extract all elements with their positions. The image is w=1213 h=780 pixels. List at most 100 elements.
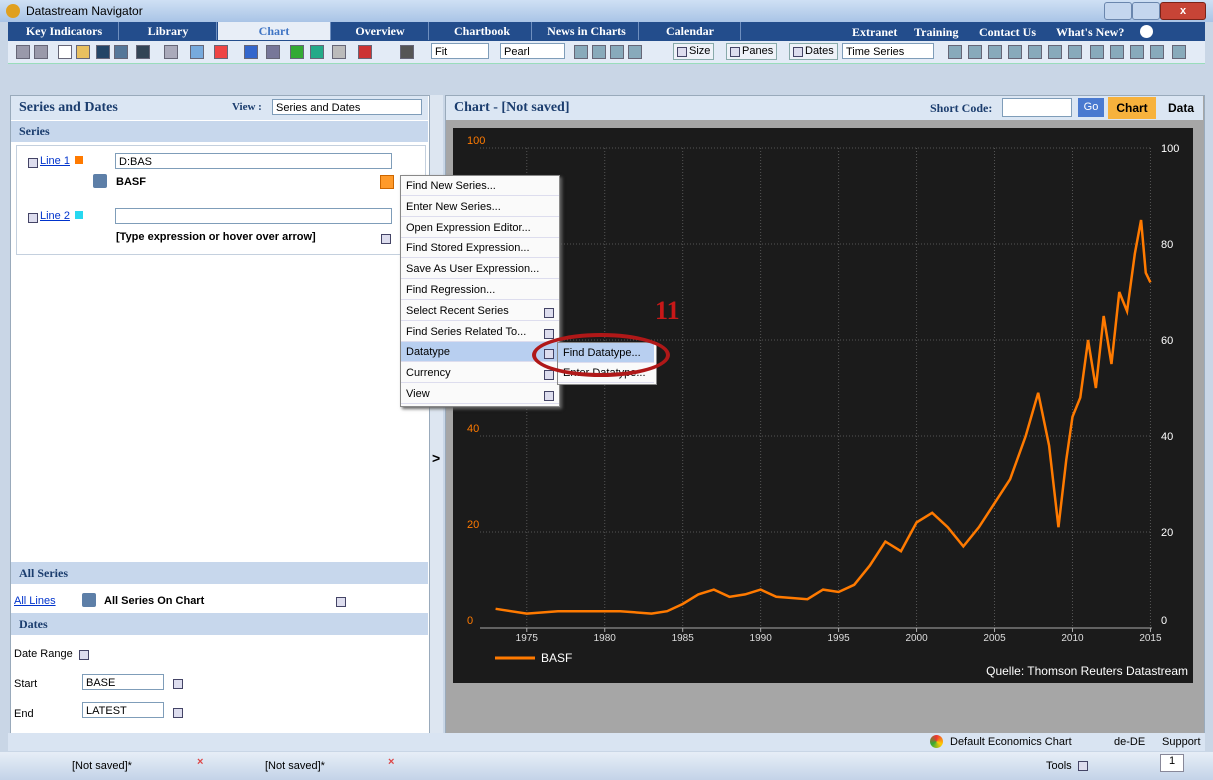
tab[interactable]: Calendar (640, 22, 741, 40)
minimize[interactable] (1104, 2, 1132, 20)
tab[interactable]: Chartbook (433, 22, 532, 40)
expression-input[interactable] (115, 208, 392, 224)
menu-item[interactable]: Find New Series... (401, 176, 559, 196)
toolbar-icon[interactable] (574, 45, 588, 59)
toolbar-icon[interactable] (628, 45, 642, 59)
end-input[interactable]: LATEST (82, 702, 164, 718)
close-tab[interactable]: × (388, 756, 395, 768)
menu-item[interactable]: Open Expression Editor... (401, 218, 559, 238)
toolbar-icon[interactable] (34, 45, 48, 59)
menu-arrow[interactable] (170, 705, 183, 718)
toolbar-icon[interactable] (968, 45, 982, 59)
toolbar-icon[interactable] (1150, 45, 1164, 59)
default-chart[interactable]: Default Economics Chart (950, 736, 1072, 748)
chart-type-dropdown[interactable]: Time Series (842, 43, 934, 59)
y2-tick-label: 60 (1161, 335, 1173, 347)
menu-arrow[interactable] (1075, 758, 1088, 771)
menu-item[interactable]: Find Regression... (401, 280, 559, 300)
page-number[interactable]: 1 (1160, 754, 1184, 772)
close-tab[interactable]: × (197, 756, 204, 768)
toolbar-icon[interactable] (76, 45, 90, 59)
toolbar-icon[interactable] (16, 45, 30, 59)
splitter-arrow[interactable]: > (432, 450, 441, 466)
menu-item[interactable]: View (401, 384, 559, 404)
link[interactable]: Training (914, 25, 959, 39)
menu-item[interactable]: Find Stored Expression... (401, 238, 559, 259)
data-tab[interactable]: Data (1167, 101, 1194, 115)
tab[interactable]: Overview (332, 22, 429, 40)
dates-button[interactable]: Dates (789, 43, 838, 60)
doc-tab[interactable]: [Not saved]* (265, 760, 325, 772)
tab[interactable]: News in Charts (535, 22, 639, 40)
close[interactable]: x (1160, 2, 1206, 20)
link[interactable]: Extranet (852, 25, 898, 39)
toolbar-icon[interactable] (266, 45, 280, 59)
toolbar-icon[interactable] (58, 45, 72, 59)
toolbar-icon[interactable] (948, 45, 962, 59)
menu-item[interactable]: Currency (401, 363, 559, 384)
panes-button[interactable]: Panes (726, 43, 778, 60)
help-icon[interactable] (1140, 25, 1153, 38)
fx-icon[interactable] (93, 174, 107, 188)
toolbar-icon[interactable] (592, 45, 606, 59)
link[interactable]: Contact Us (979, 25, 1036, 39)
size-button[interactable]: Size (673, 43, 715, 60)
toolbar-icon[interactable] (214, 45, 228, 59)
toolbar-icon[interactable] (1048, 45, 1062, 59)
toolbar-icon[interactable] (96, 45, 110, 59)
y2-tick-label: 100 (1161, 143, 1179, 155)
style-dropdown[interactable]: Pearl (500, 43, 565, 59)
toolbar-icon[interactable] (610, 45, 624, 59)
toolbar-icon[interactable] (988, 45, 1002, 59)
toolbar-icon[interactable] (1130, 45, 1144, 59)
menu-item[interactable]: Datatype (401, 342, 559, 363)
menu-arrow[interactable] (378, 231, 391, 244)
toolbar-icon[interactable] (1028, 45, 1042, 59)
menu-arrow[interactable] (333, 594, 346, 607)
toolbar-icon[interactable] (1008, 45, 1022, 59)
line-link[interactable]: Line 2 (40, 210, 70, 222)
toolbar-icon[interactable] (358, 45, 372, 59)
fx-icon[interactable] (82, 593, 96, 607)
expand-arrow[interactable] (25, 210, 38, 223)
support[interactable]: Support (1162, 736, 1201, 748)
expand-arrow[interactable] (25, 155, 38, 168)
doc-tab[interactable]: [Not saved]* (72, 760, 132, 772)
menu-arrow[interactable] (380, 175, 394, 189)
menu-item[interactable]: Find Series Related To... (401, 322, 559, 342)
toolbar-icon[interactable] (310, 45, 324, 59)
toolbar-icon[interactable] (136, 45, 150, 59)
toolbar-icon[interactable] (1110, 45, 1124, 59)
chart-tab[interactable]: Chart (1108, 97, 1156, 119)
maximize[interactable] (1132, 2, 1160, 20)
tab-active[interactable]: Chart (218, 22, 331, 40)
menu-item[interactable]: Enter New Series... (401, 197, 559, 217)
source: Quelle: Thomson Reuters Datastream (986, 664, 1188, 678)
toolbar-icon[interactable] (114, 45, 128, 59)
tools[interactable]: Tools (1046, 760, 1072, 772)
view-dropdown[interactable]: Series and Dates (272, 99, 422, 115)
all-lines-link[interactable]: All Lines (14, 595, 56, 607)
start-input[interactable]: BASE (82, 674, 164, 690)
tab[interactable]: Library (120, 22, 217, 40)
go-button[interactable]: Go (1078, 98, 1104, 117)
toolbar-icon[interactable] (1090, 45, 1104, 59)
expression-input[interactable]: D:BAS (115, 153, 392, 169)
menu-arrow[interactable] (170, 676, 183, 689)
toolbar-icon[interactable] (190, 45, 204, 59)
toolbar-icon[interactable] (400, 45, 414, 59)
line-link[interactable]: Line 1 (40, 155, 70, 167)
toolbar-icon[interactable] (290, 45, 304, 59)
menu-item[interactable]: Save As User Expression... (401, 259, 559, 280)
tab[interactable]: Key Indicators (10, 22, 119, 40)
menu-item[interactable]: Select Recent Series (401, 301, 559, 321)
fit-dropdown[interactable]: Fit (431, 43, 489, 59)
toolbar-icon[interactable] (244, 45, 258, 59)
link[interactable]: What's New? (1056, 25, 1125, 39)
short-code-input[interactable] (1002, 98, 1072, 117)
menu-arrow[interactable] (76, 647, 89, 660)
toolbar-icon[interactable] (1068, 45, 1082, 59)
toolbar-icon[interactable] (164, 45, 178, 59)
toolbar-icon[interactable] (332, 45, 346, 59)
toolbar-icon[interactable] (1172, 45, 1186, 59)
